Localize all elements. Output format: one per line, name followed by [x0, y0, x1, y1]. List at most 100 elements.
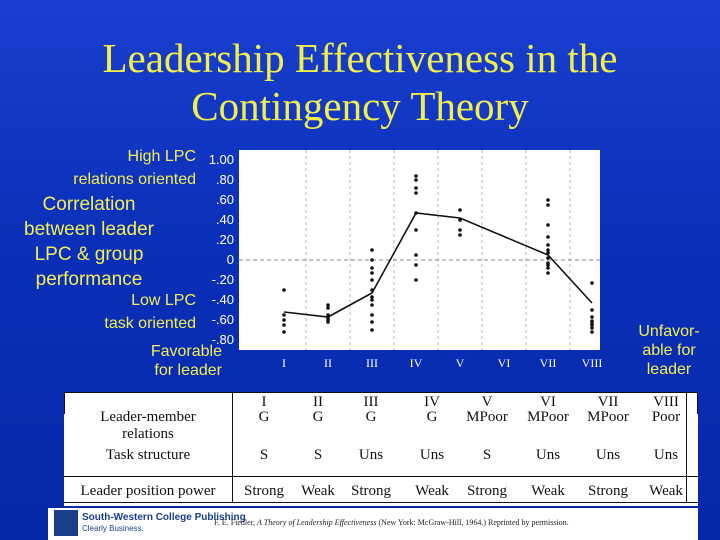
table-cell: Strong [466, 483, 507, 499]
octant-label: III [366, 356, 378, 370]
scatter-point [590, 326, 594, 330]
y-tick-label: -.80 [211, 332, 234, 347]
unfavorable-label-line-1: Unfavor- [638, 323, 700, 340]
table-cell: Uns [358, 447, 384, 463]
table-cell: Uns [535, 447, 561, 463]
favorable-label: Favorable for leader [96, 342, 222, 380]
median-line [283, 212, 593, 318]
table-cell: Weak [649, 483, 683, 499]
table-left-rule [64, 392, 65, 414]
scatter-point [546, 263, 550, 267]
scatter-point [590, 281, 594, 285]
scatter-point [282, 323, 286, 327]
scatter-point [414, 278, 418, 282]
scatter-point [370, 271, 374, 275]
y-tick-label: .40 [215, 212, 234, 227]
scatter-point [414, 191, 418, 195]
scatter-point [546, 271, 550, 275]
table-right-rule [697, 392, 698, 414]
title-line-1: Leadership Effectiveness in the [102, 35, 618, 81]
y-tick-label: -.20 [211, 272, 234, 287]
slide-title: Leadership Effectiveness in the Continge… [0, 34, 720, 130]
y-axis-label-line-3: LPC & group [34, 244, 144, 265]
table-cell: Strong [587, 483, 628, 499]
scatter-point [546, 223, 550, 227]
footer-bar: South-Western College Publishing Clearly… [48, 508, 698, 540]
table-header-cell: VI [540, 394, 556, 410]
octant-label: VIII [581, 356, 603, 370]
scatter-point [546, 198, 550, 202]
chart-svg [239, 150, 600, 350]
y-tick-label: .20 [215, 232, 234, 247]
scatter-point [458, 233, 462, 237]
publisher-logo-icon [54, 510, 78, 536]
low-lpc-label: Low LPC [131, 292, 196, 309]
scatter-point [414, 178, 418, 182]
scatter-point [546, 243, 550, 247]
y-tick-label: .60 [215, 192, 234, 207]
high-lpc-label: High LPC [127, 148, 196, 165]
table-cell: Weak [531, 483, 565, 499]
y-tick-label: 0 [226, 252, 234, 267]
table-cell: G [365, 409, 377, 425]
table-header-cell: VII [597, 394, 619, 410]
octant-label: IV [409, 356, 423, 370]
citation-title: A Theory of Leadership Effectiveness [257, 518, 377, 527]
scatter-point [370, 328, 374, 332]
y-axis-label-line-1: Correlation [42, 194, 136, 215]
table-separator-rule [64, 476, 698, 477]
scatter-point [370, 313, 374, 317]
table-cell: S [259, 447, 269, 463]
scatter-point [370, 266, 374, 270]
scatter-point [590, 330, 594, 334]
octant-label: V [455, 356, 465, 370]
scatter-point [370, 258, 374, 262]
scatter-point [546, 266, 550, 270]
publisher-logo: South-Western College Publishing Clearly… [54, 510, 246, 536]
table-column-rule [686, 392, 687, 502]
high-lpc-sub-label: relations oriented [73, 171, 196, 188]
y-tick-label: -.60 [211, 312, 234, 327]
y-axis-label: Correlation between leader LPC & group p… [8, 192, 170, 292]
title-line-2: Contingency Theory [191, 83, 529, 129]
table-header-cell: III [363, 394, 379, 410]
favorable-label-line-2: for leader [154, 362, 222, 379]
scatter-point [370, 298, 374, 302]
scatter-point [590, 323, 594, 327]
table-cell: Poor [651, 409, 681, 425]
y-axis-label-line-2: between leader [24, 219, 154, 240]
table-cell: Weak [415, 483, 449, 499]
scatter-point [458, 208, 462, 212]
table-cell: Uns [419, 447, 445, 463]
table-header-cell: V [481, 394, 493, 410]
table-cell: S [482, 447, 492, 463]
table-cell: MPoor [587, 409, 629, 425]
scatter-point [590, 308, 594, 312]
unfavorable-label-line-2: able for [642, 342, 696, 359]
situation-table: I II III IV V VI VII VIII Leader-member relations… [64, 392, 698, 506]
y-tick-label: -.40 [211, 292, 234, 307]
table-cell: Strong [243, 483, 284, 499]
table-top-rule [64, 392, 698, 393]
table-column-rule [232, 392, 233, 502]
y-axis-label-line-4: performance [35, 269, 143, 290]
table-cell: G [426, 409, 438, 425]
scatter-point [282, 313, 286, 317]
scatter-point [370, 320, 374, 324]
table-row-label: Leader-member [100, 409, 196, 425]
scatter-point [282, 330, 286, 334]
table-row-label: Task structure [105, 447, 191, 463]
table-header-cell: VIII [653, 394, 679, 410]
unfavorable-label: Unfavor- able for leader [624, 322, 714, 379]
table-cell: S [313, 447, 323, 463]
table-cell: Uns [653, 447, 679, 463]
table-header-cell: I [261, 394, 267, 410]
table-cell: G [312, 409, 324, 425]
octant-label: VII [539, 356, 557, 370]
scatter-point [546, 248, 550, 252]
scatter-point [282, 288, 286, 292]
publisher-name: South-Western College Publishing [82, 512, 246, 523]
table-cell: Uns [595, 447, 621, 463]
table-cell: MPoor [466, 409, 508, 425]
y-tick-label: 1.00 [208, 152, 234, 167]
